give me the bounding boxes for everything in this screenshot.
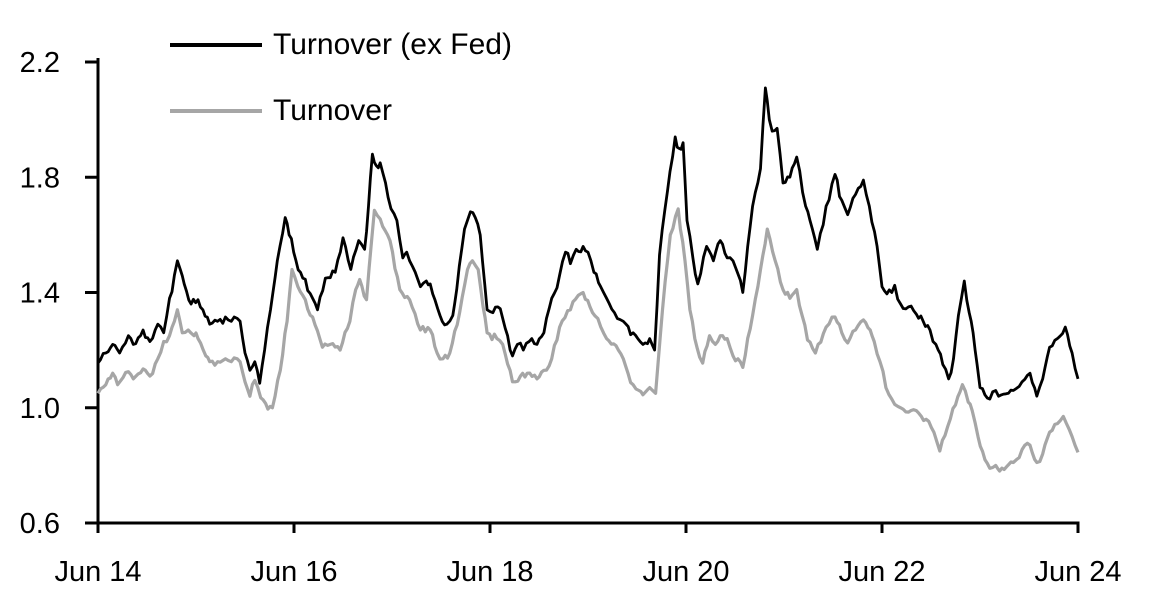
x-tick-label: Jun 20 [642, 556, 729, 588]
legend-line-swatch-black [170, 43, 262, 47]
legend-item-turnover-ex-fed: Turnover (ex Fed) [170, 25, 512, 65]
legend: Turnover (ex Fed) Turnover [170, 25, 512, 157]
x-tick-label: Jun 24 [1034, 556, 1121, 588]
x-tick-label: Jun 22 [838, 556, 925, 588]
legend-line-swatch-gray [170, 109, 262, 113]
legend-label-turnover-ex-fed: Turnover (ex Fed) [273, 28, 512, 61]
y-tick-label: 2.2 [20, 47, 60, 79]
x-tick-label: Jun 16 [250, 556, 337, 588]
legend-item-turnover: Turnover [170, 91, 512, 131]
y-tick-label: 0.6 [20, 508, 60, 540]
y-tick-label: 1.4 [20, 278, 60, 310]
x-tick-label: Jun 18 [446, 556, 533, 588]
series-line-turnover-ex-fed [96, 86, 1080, 401]
legend-label-turnover: Turnover [273, 94, 392, 127]
y-tick-label: 1.0 [20, 393, 60, 425]
series-line-turnover [96, 207, 1080, 473]
y-tick-label: 1.8 [20, 162, 60, 194]
x-tick-label: Jun 14 [54, 556, 141, 588]
